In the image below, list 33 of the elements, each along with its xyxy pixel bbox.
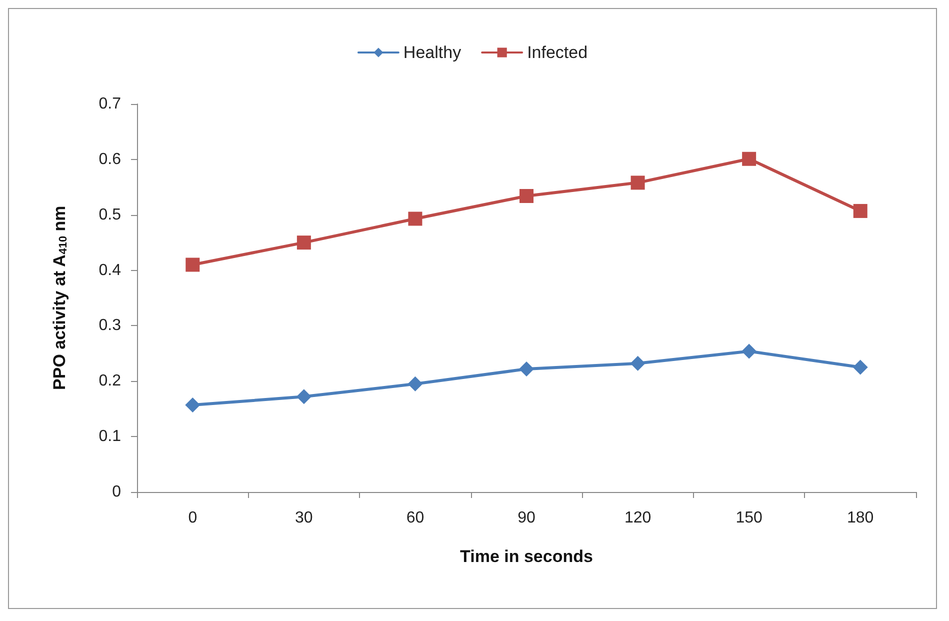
point [296,389,312,404]
point [520,189,534,204]
point [185,397,200,412]
point [408,376,423,392]
y-tick-label: 0 [112,484,122,500]
legend-label: Healthy [403,43,462,62]
x-tick-label: 90 [518,510,536,526]
x-tick-label: 180 [847,510,874,526]
y-tick-label: 0.2 [98,372,122,390]
x-tick-label: 30 [295,510,313,526]
y-tick-label: 0.3 [98,317,122,334]
point [186,258,200,272]
y-tick-label: 0.5 [98,206,122,224]
x-tick-label: 0 [188,510,198,526]
y-tick-label: 0.4 [98,262,122,279]
point [630,356,646,371]
point [742,344,757,359]
y-tick-label: 0.7 [98,96,122,112]
x-tick-label: 150 [736,510,763,526]
y-axis-title: PPO activity at A410 nm [50,206,70,390]
y-tick-label: 0.1 [98,428,122,446]
legend-label: Infected [527,43,588,62]
point [519,361,534,376]
point [852,360,868,375]
point [296,236,311,250]
x-axis-title: Time in seconds [460,547,593,566]
point [853,204,868,218]
x-tick-label: 120 [624,510,652,526]
point [408,212,422,226]
y-tick-label: 0.6 [98,150,122,168]
x-tick-label: 60 [406,510,424,526]
point [742,152,756,166]
point [630,176,645,190]
